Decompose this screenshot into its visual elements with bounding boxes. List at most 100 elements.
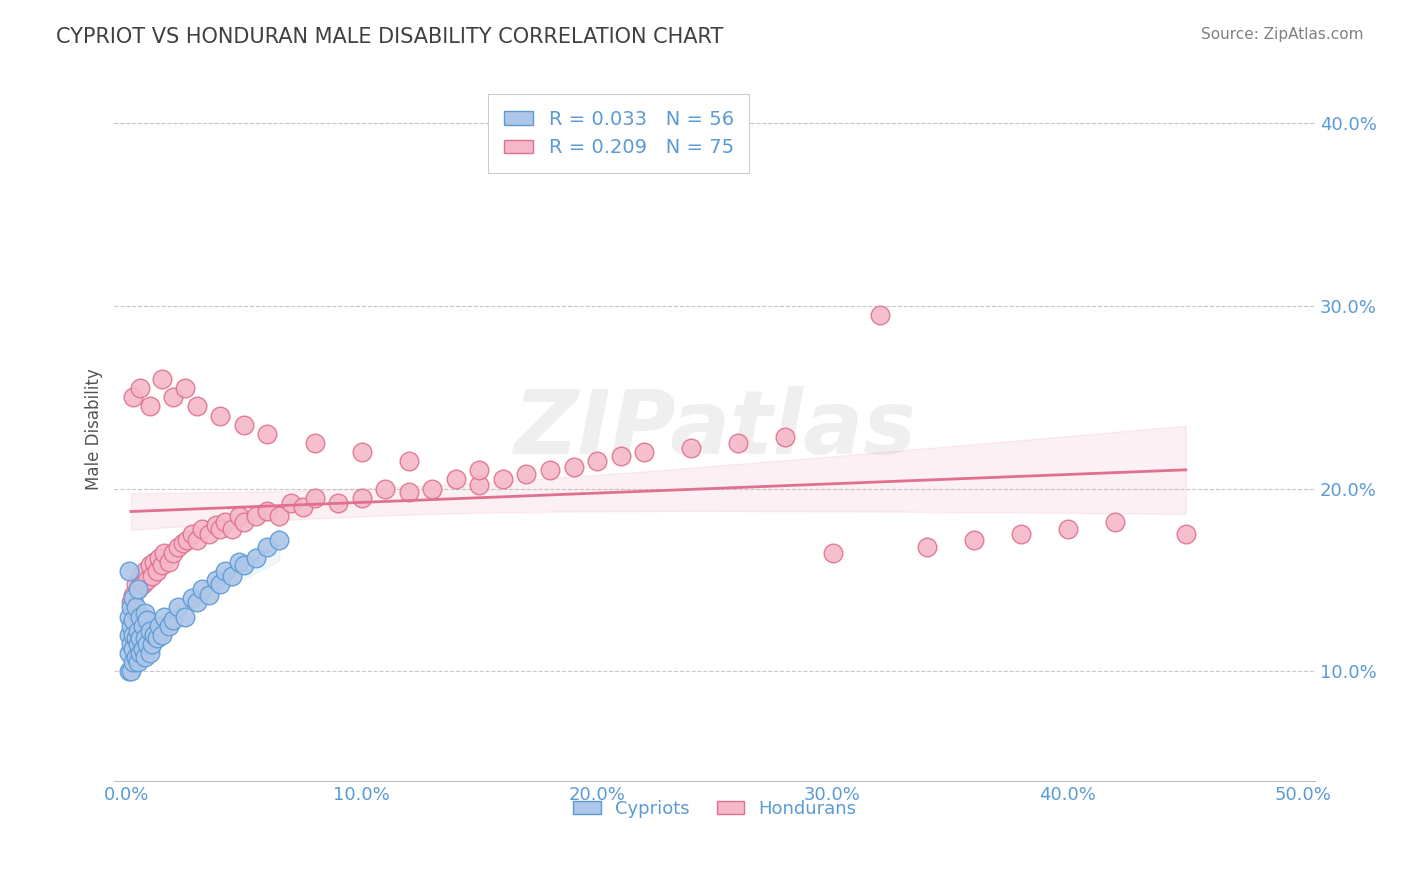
- Point: [186, 595, 208, 609]
- Point: [468, 478, 491, 492]
- Point: [120, 595, 142, 609]
- Point: [122, 655, 145, 669]
- Text: ZIPatlas: ZIPatlas: [513, 385, 917, 473]
- Point: [129, 609, 152, 624]
- Point: [124, 649, 146, 664]
- Point: [214, 564, 236, 578]
- Point: [232, 558, 254, 573]
- Point: [256, 540, 278, 554]
- Point: [197, 527, 219, 541]
- Point: [141, 569, 163, 583]
- Point: [269, 533, 291, 547]
- Point: [326, 496, 349, 510]
- Point: [157, 618, 180, 632]
- Point: [117, 564, 139, 578]
- Point: [174, 381, 197, 395]
- Point: [172, 536, 194, 550]
- Point: [162, 390, 184, 404]
- Point: [727, 436, 749, 450]
- Point: [1010, 527, 1032, 541]
- Point: [153, 545, 176, 559]
- Point: [129, 381, 152, 395]
- Point: [143, 555, 166, 569]
- Point: [869, 308, 891, 322]
- Point: [186, 400, 208, 414]
- Point: [633, 445, 655, 459]
- Y-axis label: Male Disability: Male Disability: [86, 368, 103, 490]
- Text: CYPRIOT VS HONDURAN MALE DISABILITY CORRELATION CHART: CYPRIOT VS HONDURAN MALE DISABILITY CORR…: [56, 27, 724, 46]
- Point: [245, 551, 267, 566]
- Point: [232, 417, 254, 432]
- Point: [190, 522, 212, 536]
- Point: [117, 628, 139, 642]
- Point: [167, 540, 190, 554]
- Point: [134, 564, 156, 578]
- Point: [444, 473, 467, 487]
- Point: [134, 606, 156, 620]
- Point: [124, 576, 146, 591]
- Point: [146, 564, 169, 578]
- Point: [157, 555, 180, 569]
- Point: [143, 628, 166, 642]
- Point: [146, 632, 169, 646]
- Legend: Cypriots, Hondurans: Cypriots, Hondurans: [567, 792, 863, 825]
- Point: [350, 491, 373, 505]
- Point: [153, 609, 176, 624]
- Point: [197, 588, 219, 602]
- Point: [176, 533, 198, 547]
- Point: [228, 555, 250, 569]
- Point: [221, 569, 243, 583]
- Point: [124, 632, 146, 646]
- Point: [129, 646, 152, 660]
- Point: [186, 533, 208, 547]
- Point: [148, 551, 170, 566]
- Point: [120, 665, 142, 679]
- Point: [150, 558, 173, 573]
- Point: [136, 573, 159, 587]
- Point: [127, 582, 149, 596]
- Point: [131, 618, 153, 632]
- Point: [291, 500, 314, 514]
- Point: [134, 649, 156, 664]
- Point: [181, 591, 204, 606]
- Point: [129, 569, 152, 583]
- Point: [150, 628, 173, 642]
- Point: [304, 491, 326, 505]
- Point: [122, 642, 145, 657]
- Point: [120, 618, 142, 632]
- Point: [136, 613, 159, 627]
- Point: [562, 459, 585, 474]
- Text: Source: ZipAtlas.com: Source: ZipAtlas.com: [1201, 27, 1364, 42]
- Point: [174, 609, 197, 624]
- Point: [120, 637, 142, 651]
- Point: [117, 665, 139, 679]
- Point: [821, 545, 844, 559]
- Point: [131, 642, 153, 657]
- Point: [228, 508, 250, 523]
- Point: [131, 576, 153, 591]
- Point: [963, 533, 986, 547]
- Point: [127, 637, 149, 651]
- Point: [117, 609, 139, 624]
- Point: [148, 618, 170, 632]
- Point: [122, 628, 145, 642]
- Point: [124, 600, 146, 615]
- Point: [420, 482, 443, 496]
- Point: [136, 637, 159, 651]
- Point: [162, 613, 184, 627]
- Point: [127, 624, 149, 639]
- Point: [681, 442, 703, 456]
- Point: [204, 573, 226, 587]
- Point: [209, 576, 232, 591]
- Point: [538, 463, 561, 477]
- Point: [120, 600, 142, 615]
- Point: [468, 463, 491, 477]
- Point: [204, 518, 226, 533]
- Point: [304, 436, 326, 450]
- Point: [209, 409, 232, 423]
- Point: [150, 372, 173, 386]
- Point: [398, 485, 420, 500]
- Point: [515, 467, 537, 481]
- Point: [134, 632, 156, 646]
- Point: [209, 522, 232, 536]
